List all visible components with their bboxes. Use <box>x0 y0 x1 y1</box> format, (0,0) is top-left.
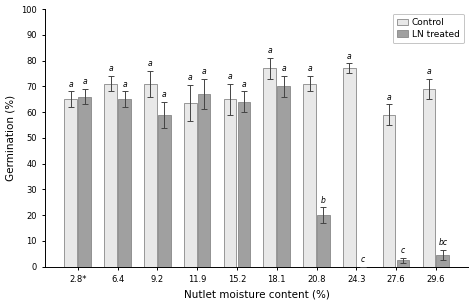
Bar <box>277 86 290 267</box>
Text: a: a <box>267 46 272 56</box>
Text: b: b <box>321 196 326 205</box>
Bar <box>303 84 316 267</box>
Bar <box>224 99 237 267</box>
Text: a: a <box>387 93 392 102</box>
Bar <box>343 68 356 267</box>
Text: a: a <box>68 80 73 89</box>
Text: a: a <box>108 64 113 74</box>
Bar <box>118 99 131 267</box>
Bar <box>422 89 435 267</box>
Text: a: a <box>122 80 127 89</box>
Text: a: a <box>228 72 232 81</box>
Bar <box>78 97 91 267</box>
X-axis label: Nutlet moisture content (%): Nutlet moisture content (%) <box>184 289 330 300</box>
Text: a: a <box>242 80 246 89</box>
Text: c: c <box>361 255 365 264</box>
Text: a: a <box>347 52 352 61</box>
Bar <box>383 115 395 267</box>
Text: a: a <box>162 90 167 99</box>
Text: a: a <box>202 67 206 76</box>
Bar <box>64 99 77 267</box>
Bar <box>397 260 410 267</box>
Text: a: a <box>82 77 87 86</box>
Text: c: c <box>401 246 405 255</box>
Text: a: a <box>282 64 286 74</box>
Bar <box>104 84 117 267</box>
Text: a: a <box>188 74 192 82</box>
Text: bc: bc <box>438 238 447 247</box>
Bar <box>144 84 157 267</box>
Bar <box>317 215 330 267</box>
Text: a: a <box>427 67 431 76</box>
Text: a: a <box>307 64 312 74</box>
Y-axis label: Germination (%): Germination (%) <box>6 95 16 181</box>
Bar <box>237 102 250 267</box>
Bar <box>437 255 449 267</box>
Bar <box>158 115 171 267</box>
Bar <box>198 94 210 267</box>
Text: a: a <box>148 59 153 68</box>
Legend: Control, LN treated: Control, LN treated <box>392 13 464 43</box>
Bar <box>264 68 276 267</box>
Bar <box>184 103 197 267</box>
